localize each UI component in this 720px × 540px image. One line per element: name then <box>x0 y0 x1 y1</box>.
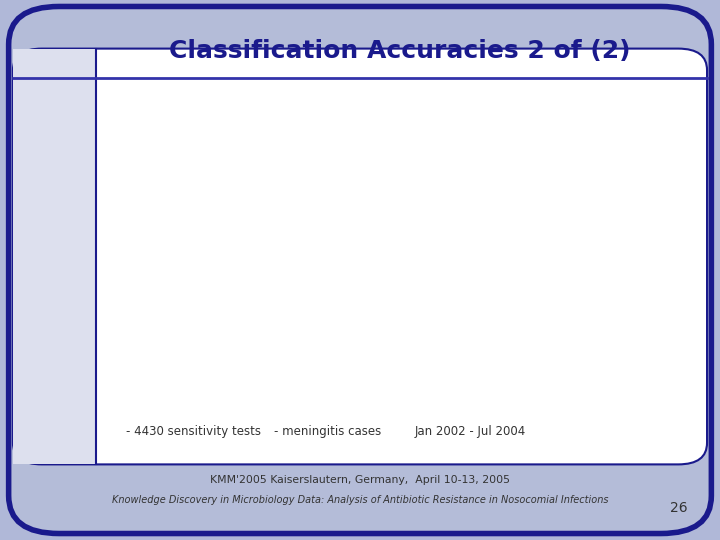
Bar <box>413 102 421 413</box>
Bar <box>146 146 155 413</box>
Bar <box>488 149 497 413</box>
Bar <box>173 330 181 413</box>
Bar <box>270 361 279 413</box>
Bar <box>430 163 439 413</box>
Text: Classification Accuracies 2 of (2): Classification Accuracies 2 of (2) <box>169 39 630 63</box>
Bar <box>212 141 222 413</box>
Bar <box>288 144 297 413</box>
Bar <box>222 263 230 413</box>
Text: 26: 26 <box>670 501 688 515</box>
Bar <box>306 190 315 413</box>
Bar <box>137 403 146 413</box>
Bar <box>421 116 430 413</box>
Bar <box>297 177 306 413</box>
Bar <box>155 294 163 413</box>
Bar <box>355 149 364 413</box>
Bar <box>479 154 488 413</box>
Bar <box>163 297 173 413</box>
Bar <box>346 141 355 413</box>
Bar <box>239 328 248 413</box>
Text: Jan 2002 - Jul 2004: Jan 2002 - Jul 2004 <box>414 424 526 438</box>
Text: KMM'2005 Kaiserslautern, Germany,  April 10-13, 2005: KMM'2005 Kaiserslautern, Germany, April … <box>210 475 510 485</box>
Bar <box>439 177 448 413</box>
Bar <box>337 356 346 413</box>
Text: - 4430 sensitivity tests: - 4430 sensitivity tests <box>126 424 261 438</box>
Bar <box>470 258 479 413</box>
Bar <box>204 411 212 413</box>
Bar <box>505 201 515 413</box>
Bar <box>403 221 413 413</box>
Bar <box>364 227 372 413</box>
Text: Knowledge Discovery in Microbiology Data: Analysis of Antibiotic Resistance in N: Knowledge Discovery in Microbiology Data… <box>112 495 608 505</box>
Bar <box>372 284 382 413</box>
Bar <box>230 289 239 413</box>
Bar <box>497 201 505 413</box>
Legend: ceph, c_penem, pen, avg, b_lactam(global): ceph, c_penem, pen, avg, b_lactam(global… <box>402 97 521 183</box>
Bar <box>279 146 288 413</box>
Text: - meningitis cases: - meningitis cases <box>274 424 381 438</box>
